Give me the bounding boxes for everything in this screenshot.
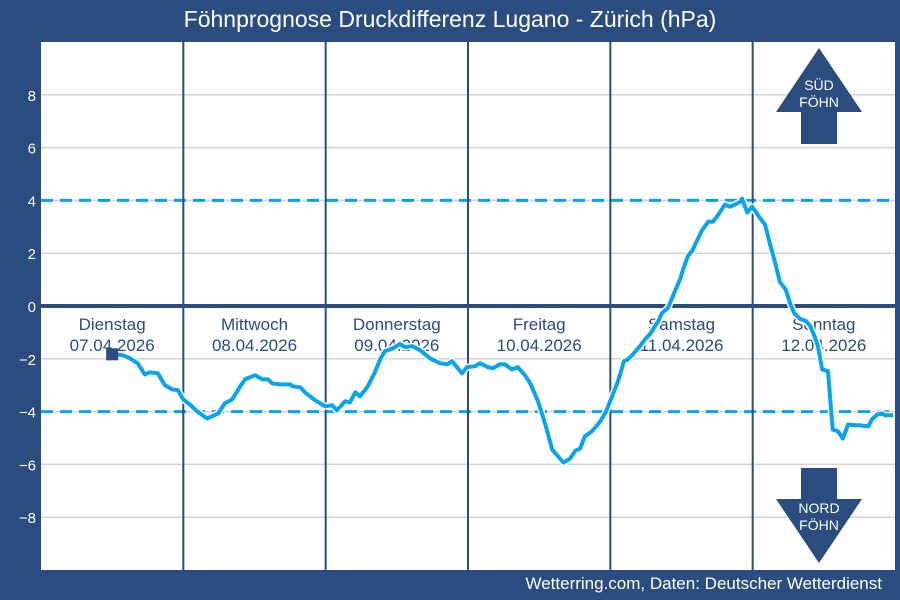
y-tick-label: −8 xyxy=(19,510,36,527)
day-name: Samstag xyxy=(648,315,715,334)
day-date: 11.04.2026 xyxy=(640,336,724,355)
south-arrow-line2: FÖHN xyxy=(799,93,839,110)
day-date: 07.04.2026 xyxy=(70,336,155,355)
day-name: Freitag xyxy=(513,315,566,334)
north-arrow-line1: NORD xyxy=(798,500,839,516)
day-date: 12.04.2026 xyxy=(781,336,866,355)
day-name: Dienstag xyxy=(79,315,146,334)
y-tick-label: 8 xyxy=(28,88,36,105)
y-tick-label: 0 xyxy=(28,299,36,316)
y-tick-label: −2 xyxy=(19,352,36,369)
chart-title: Föhnprognose Druckdifferenz Lugano - Zür… xyxy=(183,6,717,32)
y-tick-label: 2 xyxy=(28,246,36,263)
y-tick-label: −4 xyxy=(19,405,36,422)
y-tick-label: 6 xyxy=(28,141,36,158)
north-foehn-arrow-icon xyxy=(776,468,862,563)
day-date: 10.04.2026 xyxy=(497,336,582,355)
south-foehn-arrow-icon xyxy=(776,48,862,144)
y-tick-label: −6 xyxy=(19,457,36,474)
series-line xyxy=(112,196,894,465)
north-arrow-line2: FÖHN xyxy=(799,516,839,533)
y-tick-label: 4 xyxy=(28,193,36,210)
current-value-marker xyxy=(106,348,119,361)
footer-credit: Wetterring.com, Daten: Deutscher Wetterd… xyxy=(525,574,882,593)
day-name: Mittwoch xyxy=(221,315,288,334)
day-name: Donnerstag xyxy=(353,315,441,334)
day-date: 08.04.2026 xyxy=(212,336,297,355)
south-arrow-line1: SÜD xyxy=(804,76,834,93)
